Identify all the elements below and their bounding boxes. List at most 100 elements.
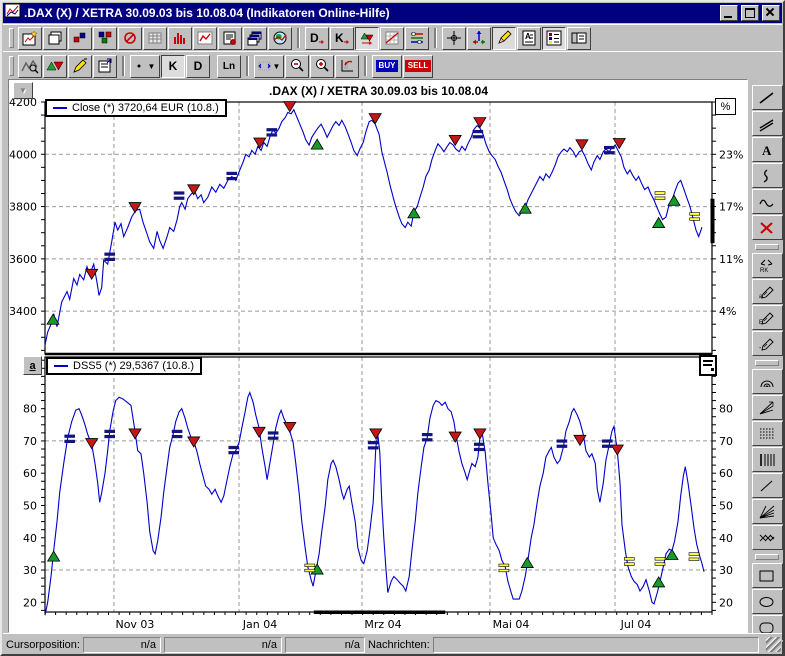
- chart-panel[interactable]: 3400 3600 3800 4000 4200 4% 11% 17% 23% 20 30 40 50 6…: [8, 79, 748, 633]
- form-view-button[interactable]: [567, 26, 591, 50]
- close-button[interactable]: [762, 5, 780, 21]
- edit-dash-tool[interactable]: -: [751, 331, 783, 356]
- levels-button[interactable]: [405, 26, 429, 50]
- svg-text:a: a: [759, 294, 763, 300]
- text-note-button[interactable]: A: [517, 26, 541, 50]
- bar-width-icon: [257, 61, 271, 71]
- crosshair-button[interactable]: [442, 26, 466, 50]
- chevron-down-icon: ▼: [147, 61, 156, 71]
- line-style-dropdown[interactable]: ▼: [130, 54, 160, 78]
- move-axis-button[interactable]: [467, 26, 491, 50]
- ellipse-tool[interactable]: [751, 589, 783, 614]
- fibonacci-retracement-tool[interactable]: [751, 421, 783, 446]
- signal-triangles-icon: [46, 61, 64, 71]
- svg-text:50: 50: [719, 499, 733, 512]
- svg-text:-: -: [759, 345, 762, 352]
- signals-button[interactable]: [355, 26, 379, 50]
- trendline-tool[interactable]: [751, 85, 783, 110]
- percent-axis-box[interactable]: %: [715, 98, 736, 115]
- line-chart-button[interactable]: [193, 26, 217, 50]
- svg-text:A: A: [525, 32, 531, 41]
- draw-pen-button[interactable]: [492, 26, 516, 50]
- toolbar-separator: [297, 28, 300, 48]
- k-export-button[interactable]: K: [330, 26, 354, 50]
- rectangle-tool[interactable]: [751, 563, 783, 588]
- duplicate-chart-button[interactable]: [43, 26, 67, 50]
- edit-e-tool[interactable]: E: [751, 305, 783, 330]
- cursor-x-field: n/a: [82, 637, 161, 653]
- annotation-button[interactable]: a: [23, 356, 42, 375]
- toolbar-grip[interactable]: [9, 28, 14, 48]
- log-scale-button[interactable]: Ln: [217, 54, 241, 78]
- trend-rk-icon: RK: [760, 259, 773, 274]
- bar-width-dropdown[interactable]: ▼: [254, 54, 284, 78]
- status-bar: Cursorposition: n/a n/a n/a Nachrichten:: [3, 633, 782, 654]
- app-icon: [4, 3, 21, 23]
- chart-canvas[interactable]: 3400 3600 3800 4000 4200 4% 11% 17% 23% 20 30 40 50 6…: [9, 80, 747, 632]
- edit-a-tool[interactable]: a: [751, 279, 783, 304]
- fibonacci-arcs-tool[interactable]: [751, 369, 783, 394]
- d-export-button[interactable]: D: [305, 26, 329, 50]
- daily-chart-button[interactable]: D: [186, 54, 210, 78]
- price-legend[interactable]: Close (*) 3720,64 EUR (10.8.): [45, 99, 227, 117]
- pencil-icon: [73, 58, 87, 73]
- freehand-icon: [763, 168, 768, 183]
- zoom-out-button[interactable]: [285, 54, 309, 78]
- gann-fan-tool[interactable]: [751, 499, 783, 524]
- indicator-settings-button[interactable]: [699, 355, 717, 376]
- candle-chart-button[interactable]: K: [161, 54, 185, 78]
- line-style-icon: [137, 64, 141, 68]
- world-markets-button[interactable]: [268, 26, 292, 50]
- svg-text:30: 30: [719, 564, 733, 577]
- toolbar-separator: [755, 554, 779, 560]
- signals-icon: [360, 32, 374, 45]
- signal-triangles-button[interactable]: [43, 54, 67, 78]
- toolbar-grip[interactable]: [9, 56, 14, 76]
- symbols-small-button[interactable]: [68, 26, 92, 50]
- trend-channel-tool[interactable]: RK: [751, 253, 783, 278]
- move-axis-icon: [473, 31, 485, 45]
- resize-grip[interactable]: [766, 637, 781, 652]
- remove-button[interactable]: [118, 26, 142, 50]
- quote-table-button[interactable]: [143, 26, 167, 50]
- title-bar[interactable]: .DAX (X) / XETRA 30.09.03 bis 10.08.04 (…: [3, 3, 782, 23]
- cascade-windows-button[interactable]: [243, 26, 267, 50]
- pencil-button[interactable]: [68, 54, 92, 78]
- sell-button[interactable]: SELL: [403, 54, 433, 78]
- delete-object-tool[interactable]: [751, 215, 783, 240]
- text-tool[interactable]: A: [751, 137, 783, 162]
- curve-tool[interactable]: [751, 189, 783, 214]
- grid-signal-button[interactable]: [380, 26, 404, 50]
- symbols-button[interactable]: [93, 26, 117, 50]
- freehand-tool[interactable]: [751, 163, 783, 188]
- svg-text:Nov 03: Nov 03: [115, 618, 154, 631]
- delete-x-icon: [760, 221, 773, 234]
- svg-text:23%: 23%: [719, 148, 743, 161]
- new-chart-button[interactable]: [18, 26, 42, 50]
- object-list-icon: [546, 30, 562, 46]
- buy-button[interactable]: BUY: [372, 54, 402, 78]
- svg-text:80: 80: [719, 403, 733, 416]
- maximize-button[interactable]: [741, 5, 759, 21]
- parallel-lines-tool[interactable]: [751, 111, 783, 136]
- speed-lines-tool[interactable]: [751, 395, 783, 420]
- indicator-legend[interactable]: DSS5 (*) 29,5367 (10.8.): [46, 357, 203, 375]
- autoscale-icon: [341, 60, 353, 72]
- certificate-button[interactable]: [218, 26, 242, 50]
- minimize-button[interactable]: [720, 5, 738, 21]
- zoom-in-button[interactable]: [310, 54, 334, 78]
- ray-tool[interactable]: [751, 473, 783, 498]
- svg-text:60: 60: [719, 467, 733, 480]
- k-export-icon: K: [335, 31, 350, 45]
- vertical-lines-tool[interactable]: [751, 447, 783, 472]
- cursor-date-field: n/a: [163, 637, 282, 653]
- pane-dropdown-disabled[interactable]: ▼: [13, 82, 33, 99]
- histogram-button[interactable]: [168, 26, 192, 50]
- properties-button[interactable]: [93, 54, 117, 78]
- zigzag-zoom-button[interactable]: [18, 54, 42, 78]
- object-list-button[interactable]: [542, 26, 566, 50]
- svg-text:20: 20: [719, 596, 733, 609]
- autoscale-button[interactable]: [335, 54, 359, 78]
- certificate-icon: [223, 31, 236, 45]
- crosshatch-tool[interactable]: [751, 525, 783, 550]
